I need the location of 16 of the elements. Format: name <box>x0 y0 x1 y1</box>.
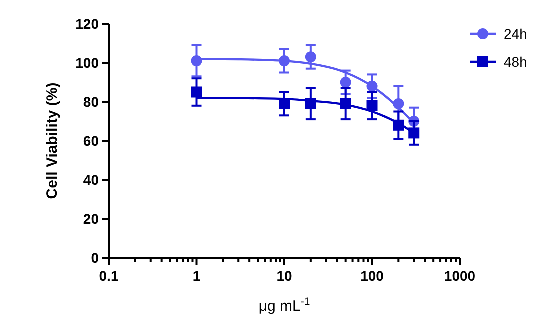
y-tick-label: 20 <box>83 211 100 227</box>
y-tick-label: 0 <box>91 250 100 266</box>
y-tick-label: 80 <box>83 94 100 110</box>
y-tick-label: 100 <box>76 55 100 71</box>
x-tick-label: 1000 <box>444 268 476 284</box>
legend-label: 48h <box>504 54 528 70</box>
x-tick-label: 1 <box>192 268 201 284</box>
legend-label: 24h <box>504 26 528 42</box>
y-tick-label: 40 <box>83 172 100 188</box>
x-axis-title: μg mL$^{-1}$ <box>258 296 310 315</box>
y-axis-title: Cell Viability (%) <box>44 82 61 200</box>
x-tick-label: 0.1 <box>99 268 119 284</box>
y-tick-label: 120 <box>76 16 100 32</box>
x-tick-label: 10 <box>276 268 292 284</box>
x-tick-label: 100 <box>360 268 384 284</box>
y-tick-label: 60 <box>83 133 100 149</box>
